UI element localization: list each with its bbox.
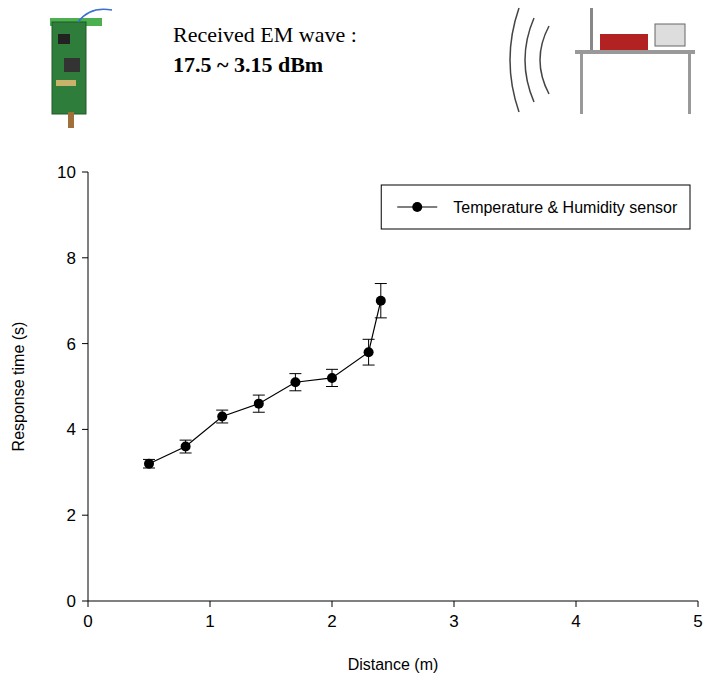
point [364, 347, 374, 357]
legend-marker [412, 202, 422, 212]
x-tick-label: 1 [205, 612, 214, 631]
x-tick-label: 2 [327, 612, 336, 631]
legend-label: Temperature & Humidity sensor [453, 199, 678, 216]
error-cap [363, 339, 375, 340]
point [181, 442, 191, 452]
table-leg [580, 54, 583, 114]
laptop [655, 24, 685, 46]
error-cap [326, 386, 338, 387]
x-axis [88, 601, 698, 602]
board [52, 22, 86, 114]
y-tick-label: 4 [67, 420, 76, 439]
wave-arc [525, 18, 534, 102]
point [144, 459, 154, 469]
x-tick-label: 0 [83, 612, 92, 631]
error-cap [289, 390, 301, 391]
error-cap [216, 422, 228, 423]
x-tick [454, 601, 455, 607]
y-axis [88, 172, 89, 601]
x-tick-label: 5 [693, 612, 702, 631]
legend-box [381, 185, 690, 229]
y-tick [82, 172, 88, 173]
x-tick [88, 601, 89, 607]
table [575, 50, 695, 54]
y-tick [82, 257, 88, 258]
y-axis-title: Response time (s) [10, 322, 27, 452]
x-tick-label: 3 [449, 612, 458, 631]
y-tick-label: 6 [67, 335, 76, 354]
reader-icon [510, 8, 695, 114]
error-cap [326, 369, 338, 370]
error-bar [375, 284, 387, 318]
y-tick [82, 343, 88, 344]
x-tick [210, 601, 211, 607]
point [376, 296, 386, 306]
error-cap [180, 452, 192, 453]
error-cap [375, 317, 387, 318]
x-tick-label: 4 [571, 612, 580, 631]
component [56, 80, 76, 86]
point [290, 377, 300, 387]
plot-marks [143, 284, 387, 469]
error-bar [289, 374, 301, 391]
error-cap [363, 365, 375, 366]
sensor-board-icon [50, 9, 112, 128]
y-tick-label: 10 [57, 163, 76, 182]
y-tick-label: 0 [67, 592, 76, 611]
chart: Received EM wave : 17.5 ~ 3.15 dBm 0 1 2 3 4 5 0… [0, 0, 713, 682]
table-leg [688, 54, 691, 114]
error-cap [180, 440, 192, 441]
error-cap [253, 395, 265, 396]
error-cap [216, 410, 228, 411]
series-line [149, 301, 381, 464]
legend: Temperature & Humidity sensor [381, 185, 690, 229]
wave-arc [510, 8, 519, 112]
reader [600, 34, 648, 50]
subtitle: 17.5 ~ 3.15 dBm [173, 52, 323, 77]
y-tick-label: 8 [67, 249, 76, 268]
antenna-wire [78, 9, 112, 22]
chip [58, 34, 70, 44]
error-bar [363, 339, 375, 365]
y-tick-label: 2 [67, 506, 76, 525]
error-cap [375, 283, 387, 284]
error-cap [253, 412, 265, 413]
y-tick [82, 429, 88, 430]
error-bar [143, 459, 155, 468]
x-tick [576, 601, 577, 607]
y-tick [82, 601, 88, 602]
x-axis-title: Distance (m) [348, 656, 439, 673]
x-tick [332, 601, 333, 607]
error-bar [253, 395, 265, 412]
error-bar [180, 440, 192, 453]
error-bar [216, 410, 228, 423]
error-cap [289, 373, 301, 374]
antenna-pole [590, 8, 593, 50]
error-bar [326, 369, 338, 386]
x-tick [698, 601, 699, 607]
point [217, 412, 227, 422]
y-tick [82, 515, 88, 516]
title: Received EM wave : [173, 22, 357, 47]
chip [64, 58, 80, 72]
probe [68, 112, 74, 128]
point [327, 373, 337, 383]
point [254, 399, 264, 409]
wave-arc [540, 26, 549, 94]
